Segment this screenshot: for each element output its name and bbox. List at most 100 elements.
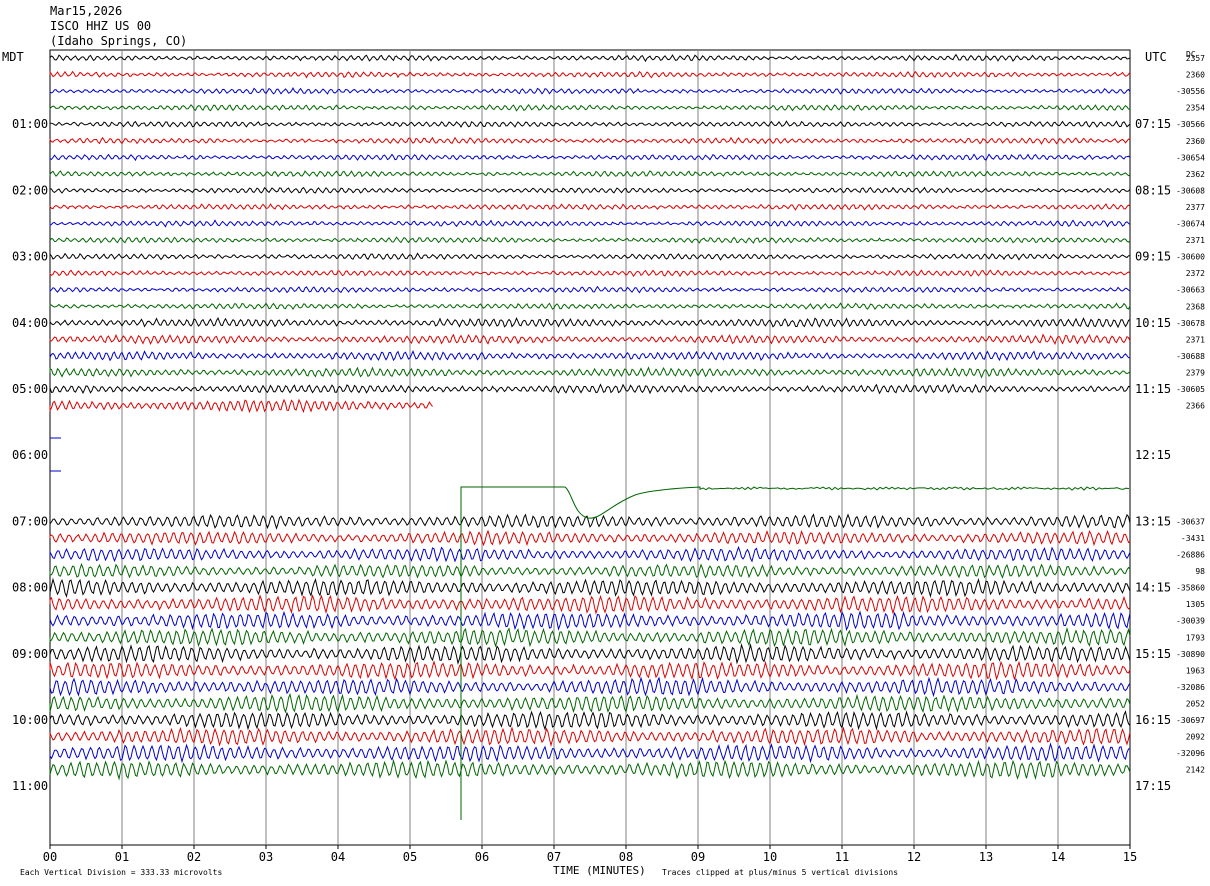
trace-line	[49, 610, 1131, 632]
trace-line	[49, 660, 1131, 681]
chart-station: ISCO HHZ US 00	[50, 19, 152, 33]
x-axis-label: TIME (MINUTES)	[553, 864, 646, 877]
plot-frame	[49, 49, 1131, 846]
hour-label-mdt: 09:00	[12, 647, 48, 661]
trace-line	[49, 302, 1131, 311]
dc-offset-label: -3431	[1181, 534, 1205, 543]
trace-line	[49, 692, 1131, 714]
dc-offset-label: 2360	[1186, 137, 1205, 146]
trace-line	[49, 758, 1131, 781]
step-trace	[460, 486, 1130, 820]
trace-line	[49, 726, 1131, 748]
trace-line	[49, 643, 1131, 666]
x-tick-label-12: 12	[907, 850, 921, 864]
hour-label-mdt: 07:00	[12, 514, 48, 528]
trace-line	[49, 186, 1131, 194]
dc-offset-label: 1793	[1186, 633, 1205, 642]
dc-offset-label: 1305	[1186, 600, 1205, 609]
dc-offset-label: 2366	[1186, 402, 1205, 411]
trace-line	[49, 742, 1131, 764]
trace-line	[49, 170, 1131, 178]
hour-label-utc: 11:15	[1135, 382, 1171, 396]
dc-offset-label: -32086	[1176, 683, 1205, 692]
chart-date: Mar15,2026	[50, 4, 123, 18]
dc-offset-label: -32096	[1176, 749, 1205, 758]
x-tick-label-14: 14	[1051, 850, 1065, 864]
hour-label-mdt: 05:00	[12, 382, 48, 396]
dc-offset-label: 98	[1195, 567, 1205, 576]
dc-offset-label: -26886	[1176, 551, 1205, 560]
hour-label-utc: 16:15	[1135, 713, 1171, 727]
hour-label-utc: 09:15	[1135, 250, 1171, 264]
trace-line	[49, 676, 1131, 698]
trace-line	[49, 120, 1131, 128]
dc-offset-label: -30637	[1176, 517, 1205, 526]
trace-line	[49, 103, 1131, 112]
trace-line	[49, 53, 1131, 63]
hour-label-mdt: 06:00	[12, 448, 48, 462]
x-tick-label-00: 00	[43, 850, 57, 864]
dc-offset-label: 2377	[1186, 203, 1205, 212]
x-tick-label-04: 04	[331, 850, 345, 864]
minute-grid	[49, 50, 1131, 849]
dc-offset-label: 2371	[1186, 335, 1205, 344]
trace-line	[49, 513, 1131, 530]
x-tick-label-13: 13	[979, 850, 993, 864]
trace-line	[49, 333, 1131, 346]
trace-line	[49, 349, 1131, 362]
dc-offset-label: 2371	[1186, 236, 1205, 245]
chart-location: (Idaho Springs, CO)	[50, 34, 188, 48]
trace-line	[49, 136, 1131, 145]
dc-offset-label: 2360	[1186, 71, 1205, 80]
dc-offset-label: -30605	[1176, 385, 1205, 394]
trace-line	[49, 366, 1131, 379]
trace-line	[49, 236, 1131, 244]
dc-offset-label: 2357	[1186, 54, 1205, 63]
dc-offset-label: -30600	[1176, 253, 1205, 262]
x-tick-label-09: 09	[691, 850, 705, 864]
trace-line	[49, 545, 1131, 563]
hour-label-mdt: 01:00	[12, 117, 48, 131]
dc-offset-label: 2362	[1186, 170, 1205, 179]
x-tick-label-02: 02	[187, 850, 201, 864]
label-group: 00 01 02 03 04 05 06 07 08 09 10 11 12 13 14 15 MDT UTC DC…	[2, 50, 1205, 877]
x-tick-label-08: 08	[619, 850, 633, 864]
x-tick-label-11: 11	[835, 850, 849, 864]
trace-line	[49, 316, 1131, 329]
dc-offset-label: 2372	[1186, 269, 1205, 278]
hour-label-utc: 13:15	[1135, 514, 1171, 528]
dc-offset-label: -30566	[1176, 120, 1205, 129]
dc-offset-label: -30608	[1176, 186, 1205, 195]
footer-clip-note: Traces clipped at plus/minus 5 vertical …	[662, 868, 898, 877]
dc-offset-label: -30556	[1176, 87, 1205, 96]
dc-offset-label: -30663	[1176, 286, 1205, 295]
trace-line	[49, 577, 1131, 598]
dc-offset-label: 1963	[1186, 666, 1205, 675]
x-tick-label-05: 05	[403, 850, 417, 864]
trace-line	[49, 70, 1131, 79]
dc-offset-label: 2092	[1186, 733, 1205, 742]
trace-line	[49, 562, 1131, 579]
dc-offset-label: -30688	[1176, 352, 1205, 361]
x-tick-label-01: 01	[115, 850, 129, 864]
trace-line	[49, 383, 1131, 395]
trace-line	[49, 529, 1131, 547]
trace-line	[49, 269, 1131, 278]
dc-offset-label: -30890	[1176, 650, 1205, 659]
hour-label-mdt: 08:00	[12, 581, 48, 595]
right-zone-label: UTC	[1145, 50, 1167, 64]
trace-line	[49, 710, 1131, 731]
dc-offset-label: 2368	[1186, 302, 1205, 311]
hour-label-utc: 15:15	[1135, 647, 1171, 661]
dc-offset-label: -30674	[1176, 220, 1205, 229]
hour-label-mdt: 10:00	[12, 713, 48, 727]
dc-offset-label: -30654	[1176, 153, 1205, 162]
hour-label-utc: 17:15	[1135, 779, 1171, 793]
x-tick-label-15: 15	[1123, 850, 1137, 864]
hour-label-mdt: 03:00	[12, 250, 48, 264]
footer-scale-note: Each Vertical Division = 333.33 microvol…	[20, 868, 222, 877]
trace-line	[49, 87, 1131, 95]
dc-offset-label: -30697	[1176, 716, 1205, 725]
trace-line	[49, 627, 1131, 648]
